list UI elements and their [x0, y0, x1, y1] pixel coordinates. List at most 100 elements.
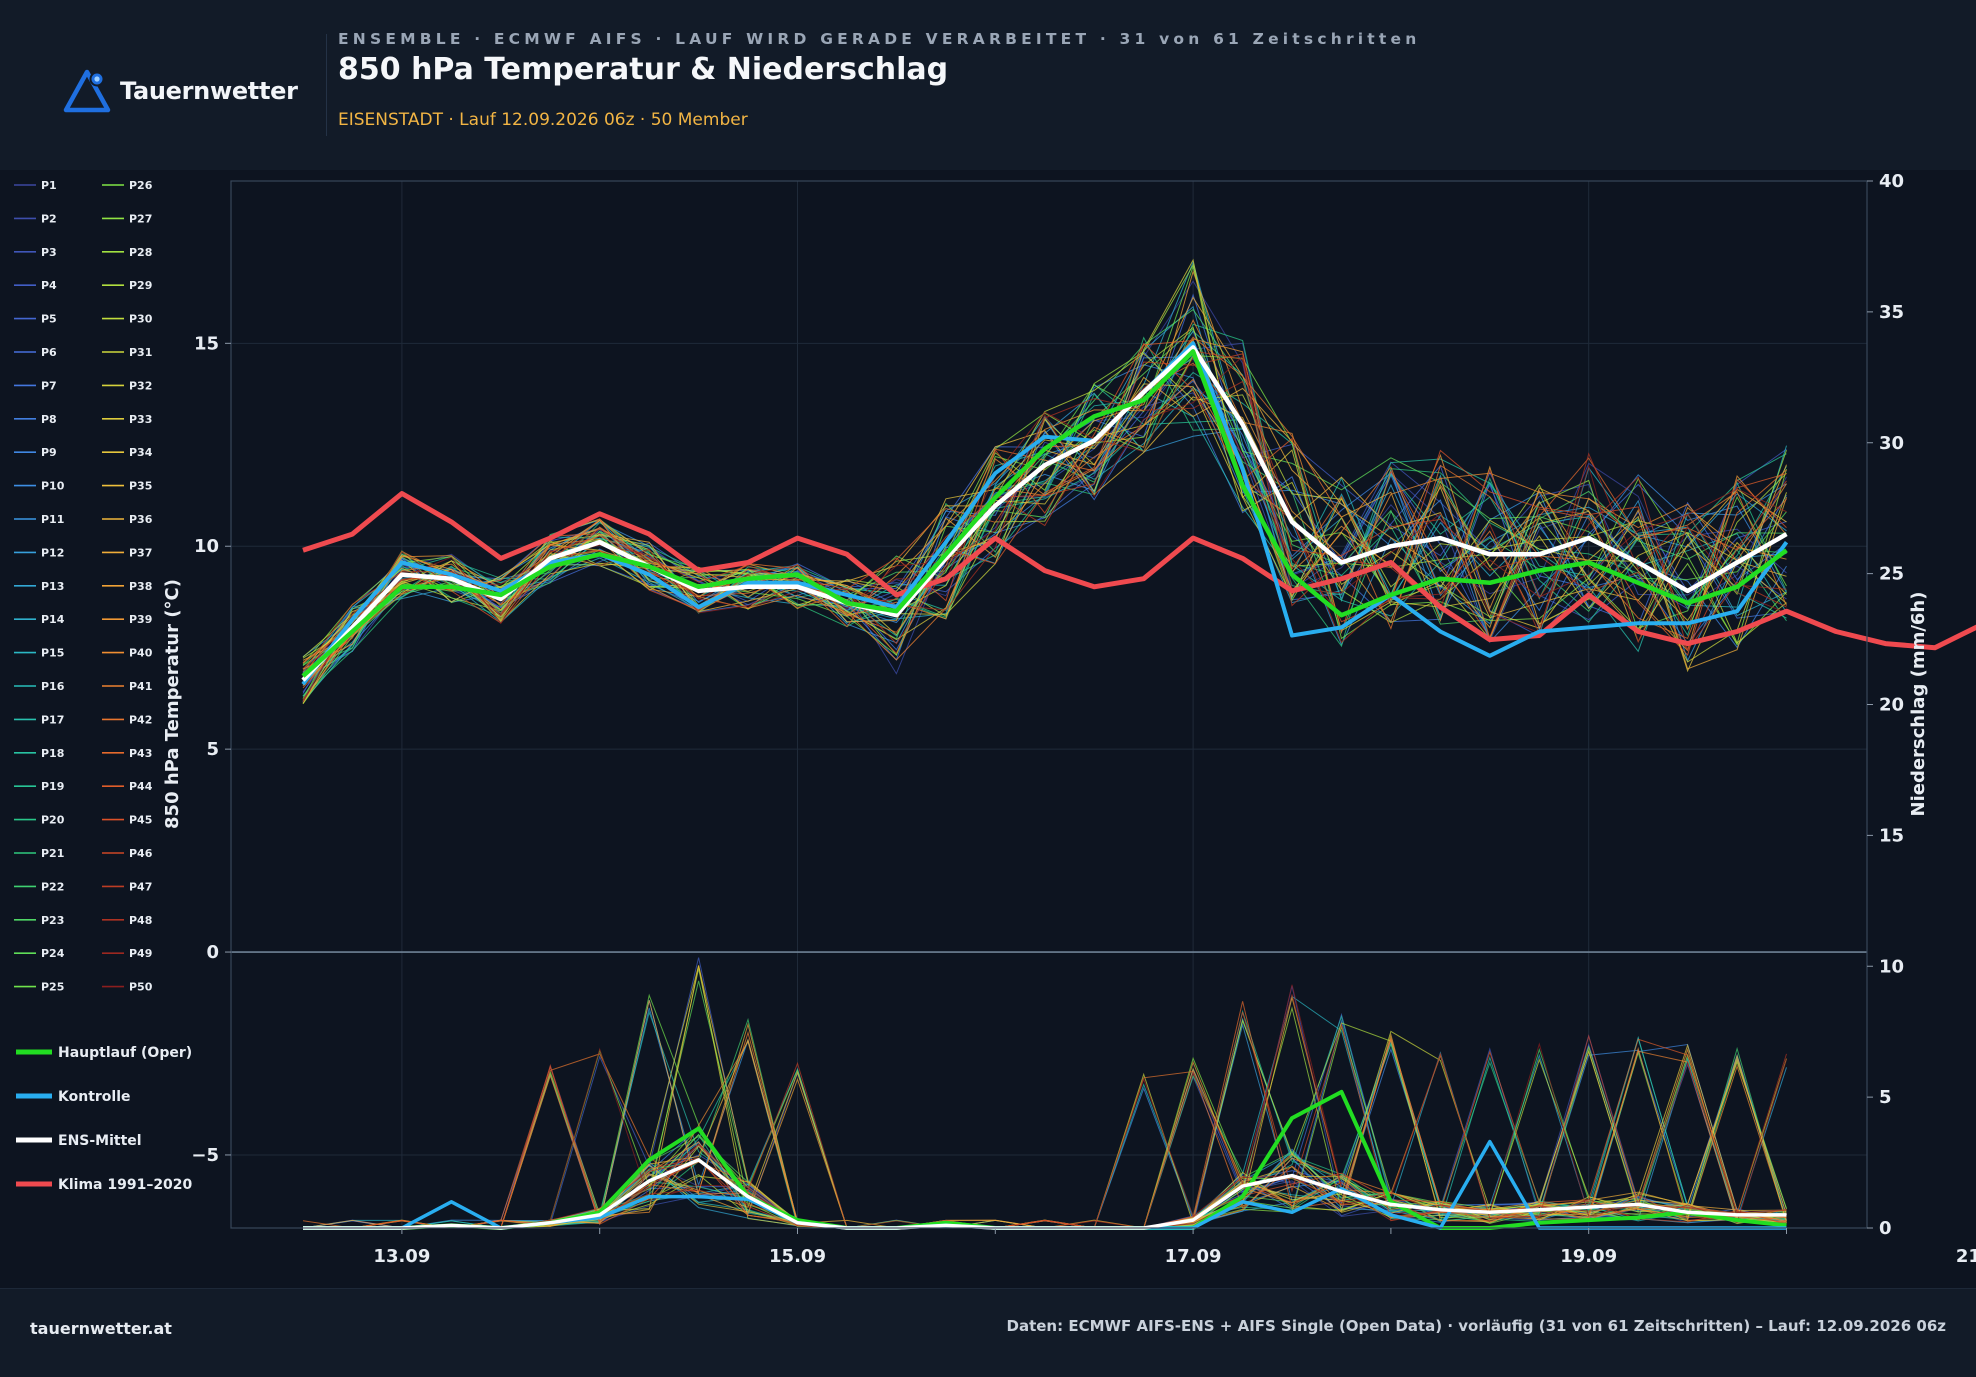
footer-data-credit: Daten: ECMWF AIFS-ENS + AIFS Single (Ope… [1006, 1317, 1947, 1335]
y-tick-label: 10 [194, 536, 219, 557]
temp-member-P29 [302, 326, 1787, 659]
legend-item-P48: P48 [102, 914, 152, 927]
legend-label: P20 [41, 814, 65, 827]
legend-label: P45 [129, 814, 152, 827]
legend-item-P10: P10 [14, 480, 65, 493]
legend-label: P37 [129, 546, 152, 559]
legend-item-P26: P26 [102, 179, 153, 192]
legend-item-P14: P14 [14, 613, 65, 626]
legend-item-P1: P1 [14, 179, 57, 192]
legend-label: P16 [41, 680, 65, 693]
legend-label: P1 [41, 179, 57, 192]
temp-control-line [301, 341, 1789, 686]
legend-item-P47: P47 [102, 880, 152, 893]
temp-member-P38 [302, 269, 1787, 685]
legend-item-P27: P27 [102, 212, 152, 225]
legend-label: P10 [41, 480, 65, 493]
legend-item-P4: P4 [14, 279, 57, 292]
y2-tick-label: 30 [1879, 433, 1904, 454]
legend-label: P6 [41, 346, 57, 359]
legend-item-P22: P22 [14, 880, 64, 893]
legend-item-P18: P18 [14, 747, 64, 760]
legend-item-P17: P17 [14, 713, 64, 726]
y2-tick-label: 5 [1879, 1087, 1892, 1108]
x-tick-label: 17.09 [1165, 1246, 1222, 1267]
legend-label: P44 [129, 780, 153, 793]
legend-label: P42 [129, 713, 152, 726]
y2-tick-label: 10 [1879, 956, 1904, 977]
y2-tick-label: 35 [1879, 302, 1904, 323]
legend-item-P9: P9 [14, 446, 57, 459]
y-tick-label: 5 [206, 739, 219, 760]
legend-label: P4 [41, 279, 57, 292]
legend-label: P15 [41, 647, 64, 660]
x-tick-label: 15.09 [769, 1246, 826, 1267]
legend-item-P40: P40 [102, 647, 153, 660]
y2-tick-label: 15 [1879, 825, 1904, 846]
legend-item-P38: P38 [102, 580, 152, 593]
legend-label: P48 [129, 914, 152, 927]
legend-label: P30 [129, 313, 153, 326]
legend-item-P36: P36 [102, 513, 153, 526]
legend-item-P46: P46 [102, 847, 153, 860]
temp-member-P23 [302, 308, 1787, 666]
x-tick-label: 13.09 [373, 1246, 430, 1267]
legend-item-P11: P11 [14, 513, 64, 526]
legend-label: P9 [41, 446, 57, 459]
legend-label: P7 [41, 379, 57, 392]
logo[interactable]: Tauernwetter [62, 68, 298, 114]
temp-member-P28 [302, 263, 1787, 686]
legend-item-P49: P49 [102, 947, 152, 960]
y-tick-label: 0 [206, 942, 219, 963]
legend-item-P19: P19 [14, 780, 64, 793]
legend-label: P12 [41, 546, 64, 559]
legend-label: P28 [129, 246, 152, 259]
legend-item-P12: P12 [14, 546, 64, 559]
legend-label: P22 [41, 880, 64, 893]
header-divider [326, 34, 327, 136]
legend-item-P25: P25 [14, 981, 64, 994]
run-status-kicker: ENSEMBLE · ECMWF AIFS · LAUF WIRD GERADE… [338, 30, 1421, 48]
legend-item-main: Hauptlauf (Oper) [16, 1045, 192, 1061]
legend-item-P34: P34 [102, 446, 153, 459]
y-axis-label: 850 hPa Temperatur (°C) [162, 579, 183, 829]
tauernwetter-logo-icon [63, 69, 111, 113]
x-tick-label: 21.09 [1956, 1246, 1976, 1267]
legend-label: P2 [41, 212, 57, 225]
page-title: 850 hPa Temperatur & Niederschlag [338, 52, 949, 87]
legend-item-P44: P44 [102, 780, 153, 793]
legend-item-P41: P41 [102, 680, 152, 693]
footer: tauernwetter.at Daten: ECMWF AIFS-ENS + … [0, 1288, 1976, 1377]
legend-item-P32: P32 [102, 379, 152, 392]
legend-label: P27 [129, 212, 152, 225]
legend-item-P20: P20 [14, 814, 65, 827]
legend-label: P18 [41, 747, 64, 760]
legend-label: P13 [41, 580, 64, 593]
legend-item-P31: P31 [102, 346, 152, 359]
legend-item-P7: P7 [14, 379, 57, 392]
legend-label: P49 [129, 947, 152, 960]
legend-label: P32 [129, 379, 152, 392]
legend-label: ENS-Mittel [58, 1133, 142, 1149]
legend-item-P5: P5 [14, 313, 57, 326]
legend-item-P30: P30 [102, 313, 153, 326]
legend-label: P11 [41, 513, 64, 526]
legend-item-P29: P29 [102, 279, 152, 292]
legend-label: P3 [41, 246, 57, 259]
legend-label: P33 [129, 413, 152, 426]
legend-item-P45: P45 [102, 814, 152, 827]
footer-site-link[interactable]: tauernwetter.at [30, 1319, 172, 1338]
legend: P1 P2 P3 P4 P5 P6 P7 P8 P9 P10 P11 P12 P13 P14 P15 P16 P… [14, 179, 193, 1193]
legend-label: P25 [41, 981, 64, 994]
temp-mean-line [301, 345, 1788, 682]
legend-label: Klima 1991–2020 [58, 1177, 193, 1193]
legend-label: P38 [129, 580, 152, 593]
logo-text: Tauernwetter [120, 77, 298, 105]
legend-item-P2: P2 [14, 212, 57, 225]
legend-item-P15: P15 [14, 647, 64, 660]
legend-item-P6: P6 [14, 346, 57, 359]
legend-label: P41 [129, 680, 152, 693]
legend-label: P47 [129, 880, 152, 893]
legend-label: Hauptlauf (Oper) [58, 1045, 192, 1061]
y2-tick-label: 0 [1879, 1218, 1892, 1239]
